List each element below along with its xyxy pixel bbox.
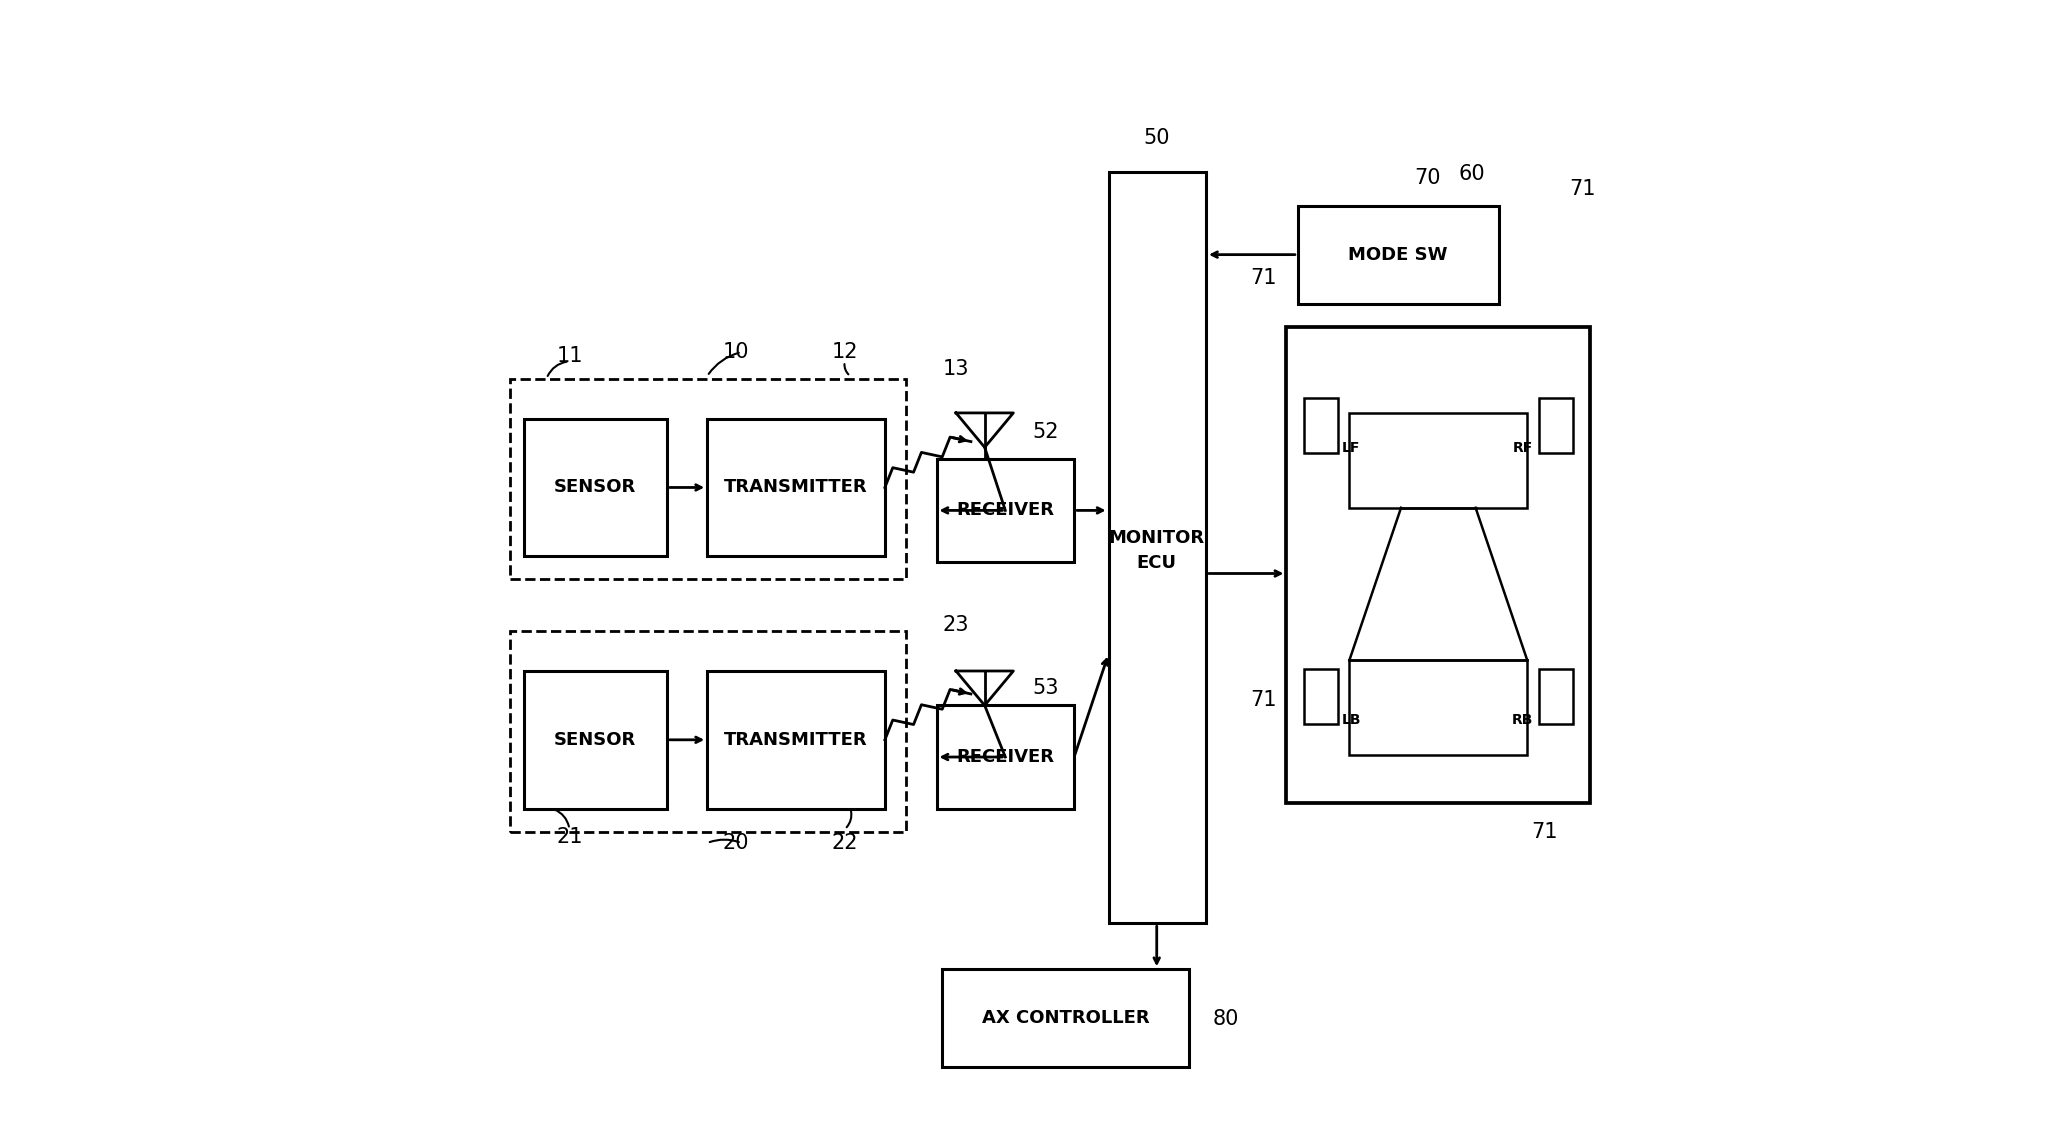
- Text: TRANSMITTER: TRANSMITTER: [724, 478, 869, 497]
- Bar: [1286, 327, 1590, 803]
- Bar: [1303, 398, 1338, 453]
- Text: 50: 50: [1144, 127, 1170, 148]
- Text: 70: 70: [1415, 167, 1441, 188]
- Text: 71: 71: [1570, 179, 1596, 200]
- Text: 21: 21: [556, 827, 583, 848]
- Bar: [937, 705, 1073, 809]
- Bar: [511, 379, 906, 579]
- Text: 12: 12: [831, 342, 858, 362]
- Bar: [511, 631, 906, 832]
- Text: 52: 52: [1032, 422, 1059, 443]
- Bar: [523, 419, 668, 556]
- Bar: [1108, 172, 1206, 923]
- Bar: [1350, 413, 1526, 508]
- Text: RB: RB: [1512, 712, 1532, 727]
- Text: MONITOR
ECU: MONITOR ECU: [1108, 529, 1206, 572]
- Text: RECEIVER: RECEIVER: [955, 748, 1055, 766]
- Text: LF: LF: [1342, 442, 1361, 455]
- Bar: [707, 419, 885, 556]
- Text: 71: 71: [1251, 267, 1276, 288]
- Bar: [1299, 206, 1499, 304]
- Text: 22: 22: [831, 833, 858, 853]
- Text: 71: 71: [1530, 821, 1557, 842]
- Bar: [1303, 670, 1338, 725]
- Text: 23: 23: [943, 615, 970, 635]
- Text: LB: LB: [1342, 712, 1361, 727]
- Bar: [707, 671, 885, 809]
- Bar: [1539, 398, 1574, 453]
- Text: 71: 71: [1251, 689, 1276, 710]
- Text: RECEIVER: RECEIVER: [955, 501, 1055, 520]
- Text: MODE SW: MODE SW: [1348, 247, 1448, 264]
- Bar: [523, 671, 668, 809]
- Bar: [1350, 661, 1526, 756]
- Text: SENSOR: SENSOR: [554, 731, 637, 749]
- Text: 10: 10: [722, 342, 749, 362]
- Text: RF: RF: [1512, 442, 1532, 455]
- Text: 53: 53: [1032, 678, 1059, 699]
- Text: 11: 11: [556, 345, 583, 366]
- Text: 13: 13: [943, 359, 970, 380]
- Text: SENSOR: SENSOR: [554, 478, 637, 497]
- Text: 20: 20: [722, 833, 749, 853]
- Bar: [937, 459, 1073, 562]
- Bar: [1539, 670, 1574, 725]
- Text: 80: 80: [1212, 1008, 1239, 1029]
- Text: 60: 60: [1458, 164, 1485, 185]
- Text: TRANSMITTER: TRANSMITTER: [724, 731, 869, 749]
- Text: AX CONTROLLER: AX CONTROLLER: [982, 1009, 1150, 1027]
- Bar: [943, 969, 1189, 1067]
